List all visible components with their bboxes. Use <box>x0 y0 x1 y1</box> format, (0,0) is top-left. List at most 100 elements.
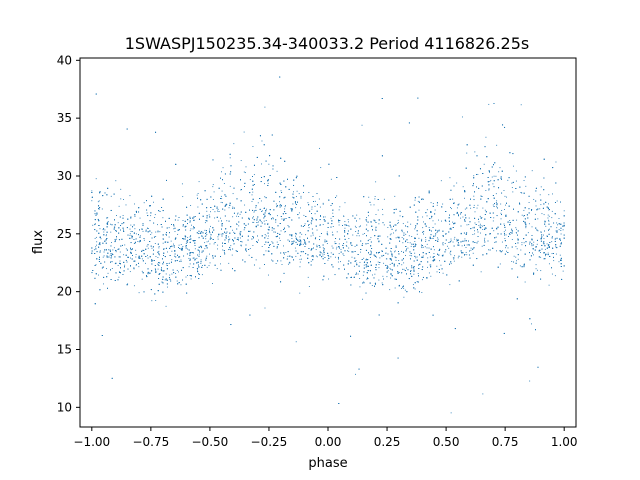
data-point <box>170 240 172 242</box>
data-point <box>359 278 361 279</box>
data-point <box>554 275 556 277</box>
data-point <box>562 270 564 272</box>
data-point <box>517 258 519 260</box>
data-point <box>228 249 229 251</box>
data-point <box>330 178 332 180</box>
data-point <box>196 194 198 196</box>
data-point <box>403 296 405 298</box>
data-point <box>517 238 519 240</box>
data-point <box>327 259 329 261</box>
data-point <box>354 245 356 247</box>
data-point <box>344 202 346 204</box>
data-point <box>481 217 482 219</box>
data-point <box>450 208 452 210</box>
data-point <box>449 223 451 225</box>
data-point <box>355 260 357 261</box>
data-point <box>228 207 230 209</box>
data-point <box>316 229 318 231</box>
data-point <box>174 251 176 252</box>
data-point <box>383 262 385 264</box>
data-point <box>194 216 196 217</box>
data-point <box>201 252 203 254</box>
data-point <box>118 271 120 273</box>
data-point <box>332 212 334 214</box>
data-point <box>506 196 508 198</box>
data-point <box>189 263 191 265</box>
data-point <box>521 192 523 194</box>
data-point <box>548 194 550 196</box>
data-point <box>436 204 438 206</box>
data-point <box>340 261 341 263</box>
data-point <box>213 191 215 193</box>
data-point <box>449 252 451 254</box>
data-point <box>295 235 297 237</box>
data-point <box>539 208 541 210</box>
data-point <box>169 274 171 276</box>
data-point <box>196 257 198 259</box>
data-point <box>442 203 444 205</box>
data-point <box>560 233 562 235</box>
data-point <box>292 203 294 205</box>
data-point <box>541 236 543 238</box>
data-point <box>422 216 424 218</box>
data-point <box>528 202 530 203</box>
data-point <box>485 190 487 191</box>
data-point <box>401 231 403 233</box>
data-point <box>123 254 125 256</box>
data-point <box>472 252 474 254</box>
data-point <box>434 259 436 261</box>
data-point <box>562 229 564 231</box>
data-point <box>245 166 247 168</box>
data-point <box>229 157 231 159</box>
data-point <box>434 235 436 237</box>
data-point <box>204 242 206 244</box>
data-point <box>186 240 188 242</box>
data-point <box>176 280 178 282</box>
data-point <box>135 233 137 235</box>
data-point <box>335 248 337 250</box>
data-point <box>125 259 127 261</box>
data-point <box>531 170 533 172</box>
data-point <box>484 209 486 211</box>
data-point <box>428 272 430 274</box>
data-point <box>162 242 164 244</box>
data-point <box>473 175 475 177</box>
data-point <box>299 236 301 238</box>
data-point <box>389 267 391 269</box>
data-point <box>343 215 345 217</box>
data-point <box>130 216 132 218</box>
data-point <box>478 221 480 223</box>
data-point <box>188 257 190 259</box>
data-point <box>515 246 517 248</box>
data-point <box>460 233 462 235</box>
data-point <box>281 264 283 265</box>
data-point <box>287 225 289 227</box>
data-point <box>276 170 278 172</box>
data-point <box>379 257 381 259</box>
data-point <box>228 262 230 264</box>
data-point <box>155 231 157 233</box>
data-point <box>131 231 133 232</box>
data-point <box>387 227 389 228</box>
data-point <box>217 238 219 240</box>
data-point <box>192 228 194 230</box>
data-point <box>301 258 302 260</box>
data-point <box>418 237 420 239</box>
data-point <box>489 181 491 182</box>
data-point <box>295 255 297 257</box>
data-point <box>370 250 372 252</box>
data-point <box>553 222 555 224</box>
data-point <box>414 252 416 254</box>
data-point <box>217 248 218 250</box>
data-point <box>106 234 107 236</box>
data-point <box>515 232 517 233</box>
data-point <box>535 246 537 248</box>
data-point <box>255 259 257 261</box>
data-point <box>369 257 371 258</box>
data-point <box>468 217 470 219</box>
data-point <box>425 241 427 243</box>
data-point <box>94 213 96 215</box>
data-point <box>356 235 358 237</box>
data-point <box>260 200 262 202</box>
data-point <box>460 241 462 242</box>
